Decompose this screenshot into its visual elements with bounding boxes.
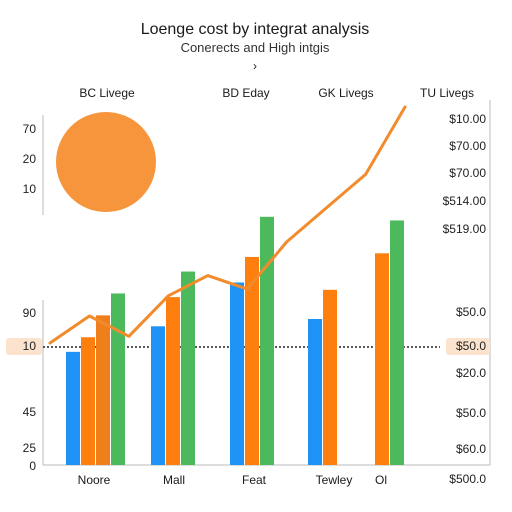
bar	[323, 289, 337, 465]
bar	[375, 253, 389, 465]
left-ticks: 70 20 10 90 10 45 25 0	[23, 122, 37, 473]
bar	[230, 282, 244, 465]
bars	[66, 216, 404, 465]
bar	[181, 271, 195, 465]
top-label: GK Livegs	[318, 86, 373, 100]
right-tick-label: $70.00	[449, 139, 486, 153]
right-tick-label: $60.0	[456, 442, 486, 456]
bar	[81, 337, 95, 465]
bar	[245, 256, 259, 465]
bar	[66, 351, 80, 465]
chart-title: Loenge cost by integrat analysis	[141, 21, 370, 38]
left-tick-label: 0	[29, 459, 36, 473]
top-label: BD Eday	[222, 86, 269, 100]
left-tick-label: 90	[23, 306, 37, 320]
right-tick-label: $50.0	[456, 305, 486, 319]
chart-subtitle: Conerects and High intgis	[181, 40, 330, 55]
left-tick-label: 20	[23, 152, 37, 166]
right-tick-label: $50.0	[456, 406, 486, 420]
left-highlight	[6, 338, 42, 355]
top-label: TU Livegs	[420, 86, 474, 100]
right-ticks: $10.00 $70.00 $70.00 $514.00 $519.00 $50.0 $50…	[443, 112, 487, 486]
orange-circle	[56, 112, 156, 212]
category-label: Mall	[163, 473, 185, 487]
right-highlight	[446, 338, 490, 355]
left-tick-label: 25	[23, 441, 37, 455]
bar	[260, 216, 274, 465]
bar	[151, 326, 165, 465]
left-tick-label: 45	[23, 405, 37, 419]
bar	[390, 220, 404, 465]
category-label: Ol	[375, 473, 387, 487]
right-tick-label: $50.0	[456, 339, 486, 353]
right-tick-label: $10.00	[449, 112, 486, 126]
right-tick-label: $514.00	[443, 194, 487, 208]
category-label: Tewley	[316, 473, 353, 487]
right-tick-label: $70.00	[449, 166, 486, 180]
right-tick-label: $500.0	[449, 472, 486, 486]
category-label: Feat	[242, 473, 267, 487]
top-label: BC Livege	[79, 86, 135, 100]
bar	[96, 315, 110, 465]
left-tick-label: 10	[23, 182, 37, 196]
right-tick-label: $519.00	[443, 222, 487, 236]
bar	[166, 297, 180, 465]
left-tick-label: 10	[23, 339, 37, 353]
top-labels: BC Livege BD Eday GK Livegs TU Livegs	[79, 86, 474, 100]
line-series	[48, 105, 407, 345]
left-tick-label: 70	[23, 122, 37, 136]
bar	[308, 319, 322, 465]
stray-mark: ›	[253, 59, 257, 73]
category-labels: Noore Mall Feat Tewley Ol	[78, 473, 387, 487]
category-label: Noore	[78, 473, 111, 487]
right-tick-label: $20.0	[456, 366, 486, 380]
bar	[111, 293, 125, 465]
